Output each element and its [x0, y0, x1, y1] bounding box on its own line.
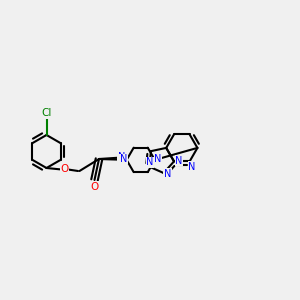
- Text: O: O: [60, 164, 69, 175]
- Text: N: N: [188, 161, 196, 172]
- Text: N: N: [154, 154, 161, 164]
- Text: N: N: [120, 154, 127, 164]
- Text: Cl: Cl: [41, 108, 52, 118]
- Text: N: N: [164, 169, 171, 179]
- Text: O: O: [90, 182, 99, 192]
- Text: N: N: [146, 157, 154, 167]
- Text: N: N: [175, 155, 182, 166]
- Text: N: N: [118, 152, 125, 163]
